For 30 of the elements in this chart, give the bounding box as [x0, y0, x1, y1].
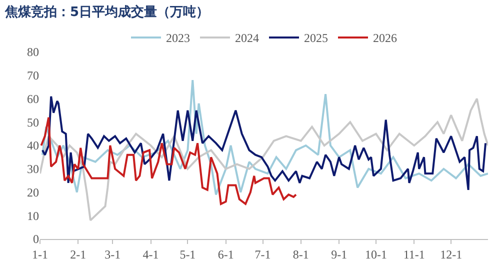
- x-tick-label: 8-1: [292, 247, 309, 262]
- y-tick-label: 20: [27, 185, 39, 200]
- x-tick-label: 6-1: [218, 247, 234, 262]
- legend-label: 2025: [304, 31, 328, 46]
- x-tick-label: 10-1: [365, 247, 387, 262]
- legend-label: 2023: [166, 31, 190, 46]
- y-tick-label: 10: [27, 208, 39, 223]
- x-tick-label: 7-1: [254, 247, 271, 262]
- x-tick-label: 2-1: [70, 247, 86, 262]
- line-series: [41, 79, 488, 196]
- y-tick-label: 70: [27, 68, 39, 83]
- x-tick-label: 3-1: [104, 247, 121, 262]
- line-series: [40, 98, 488, 222]
- y-tick-label: 30: [27, 162, 39, 176]
- y-tick-label: 0: [33, 232, 39, 246]
- y-tick-label: 50: [27, 115, 39, 130]
- legend-label: 2026: [373, 31, 397, 46]
- line-series: [40, 116, 297, 205]
- y-tick-label: 80: [27, 45, 39, 60]
- x-tick-label: 9-1: [331, 247, 348, 262]
- x-tick-label: 1-1: [32, 247, 48, 262]
- y-tick-label: 60: [27, 92, 39, 106]
- line-series: [41, 95, 487, 191]
- y-tick-label: 40: [27, 138, 39, 153]
- x-tick-label: 4-1: [142, 247, 159, 262]
- x-tick-label: 5-1: [180, 247, 196, 262]
- chart-title: 焦煤竞拍：5日平均成交量（万吨）: [4, 4, 210, 20]
- x-tick-label: 11-1: [403, 247, 425, 262]
- x-tick-label: 12-1: [440, 247, 462, 262]
- legend-label: 2024: [235, 31, 259, 46]
